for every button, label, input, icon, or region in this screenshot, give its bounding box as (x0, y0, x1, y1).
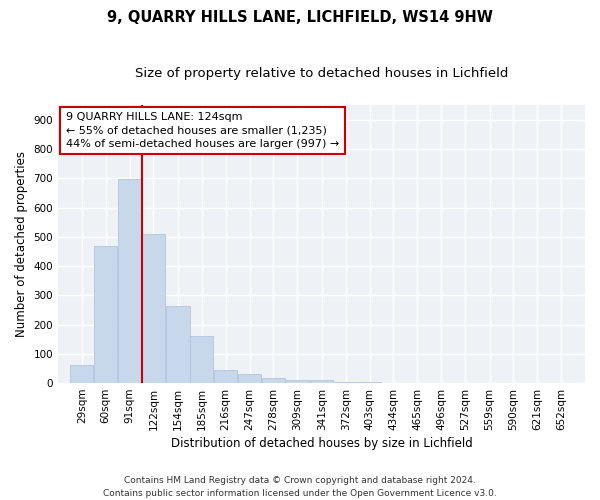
Y-axis label: Number of detached properties: Number of detached properties (15, 151, 28, 337)
Bar (142, 234, 165, 383)
Bar (334, 382, 358, 383)
Bar (190, 336, 214, 383)
Bar (358, 382, 381, 383)
X-axis label: Distribution of detached houses by size in Lichfield: Distribution of detached houses by size … (170, 437, 472, 450)
Bar (286, 380, 309, 383)
Bar (214, 370, 238, 383)
Text: 9 QUARRY HILLS LANE: 124sqm
← 55% of detached houses are smaller (1,235)
44% of : 9 QUARRY HILLS LANE: 124sqm ← 55% of det… (66, 112, 339, 148)
Bar (118, 180, 141, 383)
Bar (166, 306, 190, 383)
Bar (70, 365, 94, 383)
Bar (310, 380, 334, 383)
Title: Size of property relative to detached houses in Lichfield: Size of property relative to detached ho… (135, 68, 508, 80)
Text: 9, QUARRY HILLS LANE, LICHFIELD, WS14 9HW: 9, QUARRY HILLS LANE, LICHFIELD, WS14 9H… (107, 10, 493, 25)
Bar (262, 378, 285, 383)
Text: Contains HM Land Registry data © Crown copyright and database right 2024.
Contai: Contains HM Land Registry data © Crown c… (103, 476, 497, 498)
Bar (238, 374, 261, 383)
Bar (94, 246, 118, 383)
